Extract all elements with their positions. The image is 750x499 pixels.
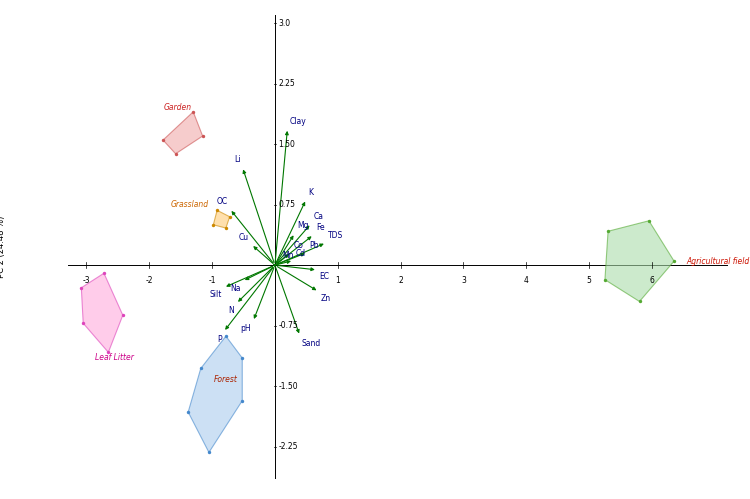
Text: Sand: Sand xyxy=(302,339,321,348)
Text: -0.75: -0.75 xyxy=(279,321,298,330)
Polygon shape xyxy=(213,210,230,228)
Point xyxy=(220,224,232,232)
Text: pH: pH xyxy=(241,324,251,333)
Text: EC: EC xyxy=(320,272,329,281)
Text: 2: 2 xyxy=(398,276,403,285)
Text: Forest: Forest xyxy=(214,375,238,384)
Point xyxy=(599,276,611,284)
Point xyxy=(188,108,200,116)
Text: 4: 4 xyxy=(524,276,529,285)
Text: -2: -2 xyxy=(146,276,153,285)
Text: K: K xyxy=(308,188,314,197)
Point xyxy=(196,132,208,140)
Text: Mn: Mn xyxy=(282,250,293,259)
Text: OC: OC xyxy=(217,197,228,206)
Text: Na: Na xyxy=(230,284,240,293)
Text: Fe: Fe xyxy=(316,223,325,232)
Text: -2.25: -2.25 xyxy=(279,442,298,451)
Text: 1.50: 1.50 xyxy=(279,140,296,149)
Text: 3: 3 xyxy=(461,276,466,285)
Text: TDS: TDS xyxy=(328,231,344,240)
Text: P: P xyxy=(217,334,221,344)
Text: N: N xyxy=(228,306,234,315)
Point xyxy=(224,213,236,221)
Text: Cu: Cu xyxy=(239,233,249,242)
Text: Leaf Litter: Leaf Litter xyxy=(95,353,134,362)
Text: Clay: Clay xyxy=(290,117,306,126)
Text: Grassland: Grassland xyxy=(171,200,209,209)
Text: Li: Li xyxy=(234,155,240,164)
Point xyxy=(102,348,114,356)
Text: -1: -1 xyxy=(209,276,216,285)
Text: Agricultural field: Agricultural field xyxy=(687,256,750,265)
Text: PC 2 (24.48 %): PC 2 (24.48 %) xyxy=(0,216,6,278)
Point xyxy=(668,257,680,265)
Point xyxy=(77,319,89,327)
Point xyxy=(170,150,182,158)
Text: Co: Co xyxy=(293,241,303,250)
Point xyxy=(203,449,215,457)
Point xyxy=(236,354,248,362)
Text: Cd: Cd xyxy=(296,249,306,258)
Text: 5: 5 xyxy=(586,276,592,285)
Polygon shape xyxy=(605,221,674,301)
Text: 0.75: 0.75 xyxy=(279,200,296,209)
Text: Garden: Garden xyxy=(164,103,191,112)
Text: 6: 6 xyxy=(650,276,655,285)
Point xyxy=(220,332,232,340)
Polygon shape xyxy=(81,273,123,352)
Text: 1: 1 xyxy=(335,276,340,285)
Text: Mg: Mg xyxy=(297,222,308,231)
Point xyxy=(207,221,219,229)
Text: Zn: Zn xyxy=(321,294,331,303)
Point xyxy=(75,284,87,292)
Point xyxy=(634,297,646,305)
Text: Ca: Ca xyxy=(314,212,323,221)
Point xyxy=(182,408,194,416)
Text: 3.0: 3.0 xyxy=(279,18,291,27)
Text: -1.50: -1.50 xyxy=(279,382,298,391)
Point xyxy=(602,227,614,235)
Polygon shape xyxy=(163,112,202,154)
Point xyxy=(236,397,248,405)
Point xyxy=(157,136,169,144)
Polygon shape xyxy=(188,336,242,453)
Text: -3: -3 xyxy=(82,276,90,285)
Point xyxy=(98,269,110,277)
Point xyxy=(643,217,655,225)
Point xyxy=(211,206,223,214)
Point xyxy=(195,364,207,372)
Point xyxy=(117,311,129,319)
Text: Silt: Silt xyxy=(209,290,221,299)
Text: 2.25: 2.25 xyxy=(279,79,296,88)
Text: Pb: Pb xyxy=(310,241,319,250)
